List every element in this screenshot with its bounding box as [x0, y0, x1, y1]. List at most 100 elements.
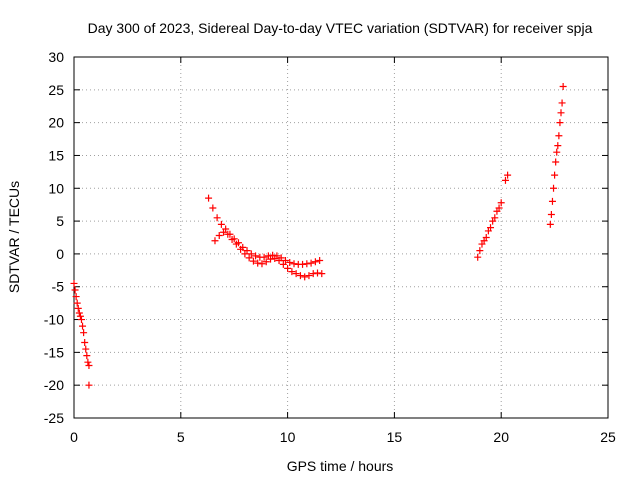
- data-point: [252, 252, 260, 260]
- data-point: [487, 224, 495, 232]
- data-point: [84, 358, 92, 366]
- data-point: [482, 234, 490, 241]
- data-point: [254, 259, 262, 267]
- data-point: [85, 381, 93, 389]
- data-point: [314, 269, 322, 277]
- data-point: [83, 352, 91, 360]
- data-point: [556, 119, 564, 127]
- data-point: [79, 322, 87, 330]
- y-tick-label: 10: [48, 180, 64, 196]
- data-point: [553, 148, 561, 156]
- data-point: [316, 256, 324, 264]
- data-point: [262, 258, 270, 266]
- data-point: [551, 171, 559, 179]
- series-arc-3: [474, 171, 512, 261]
- data-point: [552, 158, 560, 166]
- data-point: [267, 255, 275, 263]
- data-point: [75, 309, 83, 317]
- data-point: [247, 250, 255, 258]
- data-point: [74, 304, 82, 312]
- data-point: [476, 247, 484, 255]
- data-point: [271, 255, 279, 263]
- y-tick-label: 15: [48, 147, 64, 163]
- data-point: [80, 329, 88, 337]
- series-arc-2a: [205, 194, 324, 268]
- data-point: [311, 258, 319, 266]
- data-point: [241, 250, 249, 258]
- data-point: [209, 204, 217, 212]
- data-point: [290, 260, 298, 268]
- data-point: [286, 258, 294, 266]
- data-point: [71, 286, 79, 294]
- data-point: [550, 184, 558, 192]
- data-point: [288, 268, 296, 276]
- data-point: [546, 220, 554, 228]
- data-point: [301, 273, 309, 281]
- data-point: [547, 211, 555, 219]
- data-point: [504, 171, 512, 179]
- data-point: [76, 312, 84, 320]
- series-arc-1: [70, 279, 93, 389]
- data-point: [557, 109, 565, 117]
- y-tick-label: 20: [48, 115, 64, 131]
- data-point: [217, 220, 225, 228]
- data-point: [232, 240, 240, 248]
- data-point: [224, 230, 232, 238]
- y-tick-label: -15: [44, 344, 64, 360]
- data-point: [548, 197, 556, 205]
- data-point: [258, 260, 266, 268]
- y-tick-label: -10: [44, 312, 64, 328]
- axis-ticks: 0 5 10 15 20 25 -25 -20 -15 -10 -5 0 5 10 15 20 25 30: [44, 49, 616, 445]
- data-point: [260, 253, 268, 261]
- x-tick-label: 20: [493, 429, 509, 445]
- data-point: [292, 270, 300, 278]
- series-arc-2b: [211, 228, 326, 281]
- data-point: [558, 99, 566, 107]
- data-point: [228, 235, 236, 243]
- data-point: [307, 259, 315, 267]
- series-arc-4: [546, 83, 567, 228]
- data-point: [281, 256, 289, 264]
- data-point: [81, 339, 89, 347]
- data-point: [85, 361, 93, 369]
- data-point: [501, 176, 509, 184]
- data-point: [497, 199, 505, 207]
- data-point: [318, 270, 326, 278]
- data-point: [474, 253, 482, 261]
- data-point: [237, 245, 245, 253]
- y-tick-label: -25: [44, 410, 64, 426]
- data-point: [303, 260, 311, 268]
- data-point: [555, 132, 563, 140]
- data-point: [82, 345, 90, 353]
- x-tick-label: 10: [280, 429, 296, 445]
- data-point: [211, 237, 219, 245]
- data-point: [220, 228, 228, 236]
- grid: [74, 57, 608, 418]
- y-tick-label: 30: [48, 49, 64, 65]
- data-point: [215, 232, 223, 240]
- y-tick-label: 5: [56, 213, 64, 229]
- y-tick-label: -5: [52, 279, 65, 295]
- data-point: [72, 293, 80, 301]
- y-tick-label: 25: [48, 82, 64, 98]
- x-axis-label: GPS time / hours: [287, 458, 394, 474]
- data-point: [296, 272, 304, 280]
- data-point: [275, 256, 283, 264]
- data-point: [249, 257, 257, 265]
- data-point: [70, 279, 78, 287]
- data-point: [73, 299, 81, 307]
- data-point: [554, 142, 562, 150]
- x-tick-label: 5: [177, 429, 185, 445]
- y-axis-label: SDTVAR / TECUs: [6, 181, 22, 293]
- data-point: [559, 83, 567, 91]
- plot-frame: [73, 56, 609, 419]
- y-tick-label: -20: [44, 377, 64, 393]
- data-point: [77, 316, 85, 324]
- data-point: [309, 270, 317, 278]
- x-tick-label: 25: [600, 429, 616, 445]
- data-marks: [70, 83, 567, 389]
- data-point: [279, 260, 287, 268]
- x-tick-label: 0: [70, 429, 78, 445]
- data-point: [213, 214, 221, 222]
